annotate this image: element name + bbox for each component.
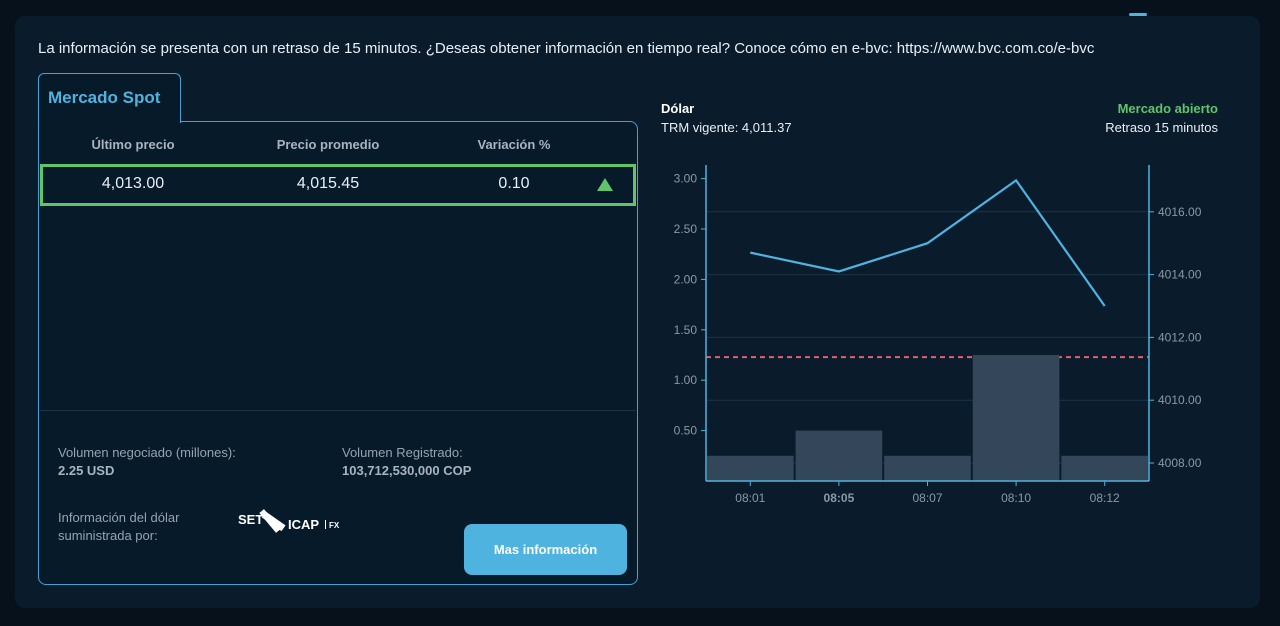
divider (40, 410, 636, 411)
x-tick-label: 08:01 (735, 491, 765, 505)
provider-label-line1: Información del dólar (58, 510, 180, 525)
volume-bar (1061, 455, 1148, 481)
price-volume-chart: 0.50 1.00 1.50 2.00 2.50 3.00 4008.00 4010.00 40… (674, 165, 1202, 505)
set-icap-fx-logo: SET ICAP FX (238, 506, 348, 545)
volume-bar-overlay (972, 355, 1060, 360)
logo-set-text: SET (238, 512, 263, 527)
price-line (750, 178, 1106, 307)
left-tick-label: 3.00 (674, 172, 698, 186)
x-tick-label: 08:12 (1090, 491, 1120, 505)
tab-background (39, 74, 180, 123)
volumen-negociado-value: 2.25 USD (58, 463, 115, 478)
x-tick-label: 08:07 (912, 491, 942, 505)
market-status-badge: Mercado abierto (1117, 101, 1218, 116)
trm-value: TRM vigente: 4,011.37 (661, 120, 792, 135)
header-ultimo-precio: Último precio (91, 137, 175, 152)
left-tick-label: 1.50 (674, 323, 698, 337)
header-precio-promedio: Precio promedio (276, 137, 380, 152)
logo-cross-icon (259, 509, 286, 533)
more-info-button[interactable]: Mas información (464, 524, 627, 575)
chart-title: Dólar (661, 101, 695, 116)
left-tick-label: 2.50 (674, 222, 698, 236)
volumen-registrado-label: Volumen Registrado: (342, 445, 463, 460)
logo-icap-text: ICAP (288, 517, 319, 532)
header-variacion: Variación % (477, 137, 551, 152)
left-tick-label: 1.00 (674, 373, 698, 387)
left-tick-label: 2.00 (674, 272, 698, 286)
right-tick-label: 4010.00 (1158, 393, 1202, 407)
cell-ultimo-precio: 4,013.00 (101, 175, 165, 192)
delay-label: Retraso 15 minutos (1105, 120, 1218, 135)
right-tick-label: 4012.00 (1158, 330, 1202, 344)
provider-label-line2: suministrada por: (58, 528, 158, 543)
tab-label[interactable]: Mercado Spot (48, 88, 161, 107)
x-tick-label: 08:05 (824, 491, 855, 505)
volumen-negociado-label: Volumen negociado (millones): (58, 445, 236, 460)
right-tick-label: 4008.00 (1158, 456, 1202, 470)
volume-bar (707, 455, 794, 481)
left-tick-label: 0.50 (674, 424, 698, 438)
right-tick-label: 4016.00 (1158, 205, 1202, 219)
volumen-registrado-value: 103,712,530,000 COP (342, 463, 472, 478)
cell-variacion: 0.10 (498, 175, 530, 192)
right-tick-label: 4014.00 (1158, 268, 1202, 282)
cell-precio-promedio: 4,015.45 (296, 175, 360, 192)
top-nav-indicator (1129, 13, 1147, 16)
tab-connector (39, 119, 180, 123)
delay-notice: La información se presenta con un retras… (38, 40, 1095, 57)
x-tick-label: 08:10 (1001, 491, 1031, 505)
up-triangle-icon (597, 178, 613, 191)
spot-market-panel (38, 121, 638, 585)
logo-fx-text: FX (329, 521, 340, 530)
volume-bar (972, 355, 1060, 481)
volume-bar (795, 430, 883, 481)
volume-bar (884, 455, 971, 481)
table-row[interactable] (40, 164, 636, 206)
